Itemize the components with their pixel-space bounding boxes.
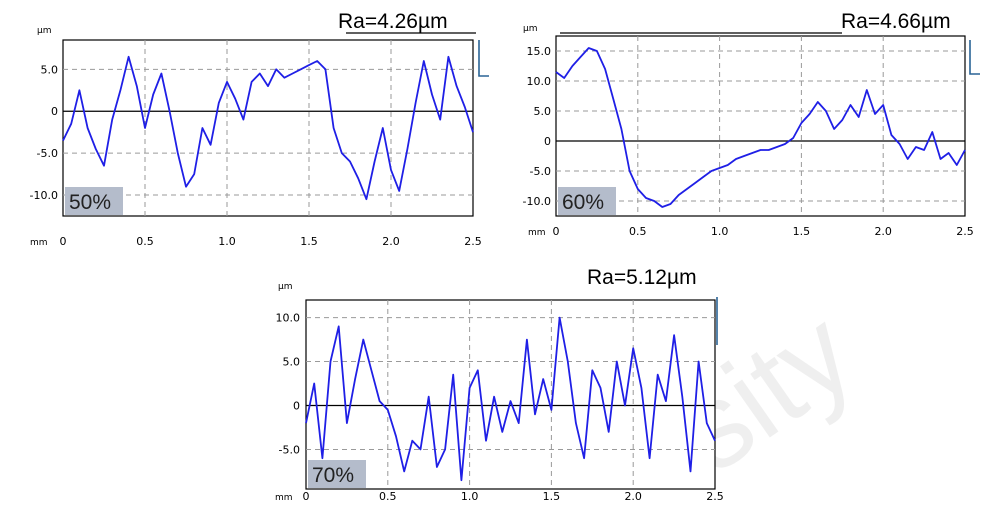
x-unit-label: mm (30, 238, 48, 248)
y-unit-label: µm (278, 282, 293, 292)
percent-label-box (308, 460, 366, 488)
y-tick-label: -10.0 (30, 189, 58, 202)
y-unit-label: µm (37, 26, 52, 36)
percent-label-box (65, 187, 123, 215)
y-tick-label: 0 (544, 135, 551, 148)
x-tick-label: 2.0 (874, 225, 892, 238)
x-tick-label: 1.5 (543, 490, 561, 503)
x-unit-label: mm (528, 228, 546, 238)
x-tick-label: 2.5 (706, 490, 724, 503)
y-tick-label: 5.0 (283, 356, 301, 369)
side-marker (969, 40, 980, 75)
profile-line (305, 316, 716, 482)
percent-label: 50% (69, 191, 111, 214)
x-tick-label: 2.0 (624, 490, 642, 503)
side-marker (478, 40, 489, 77)
x-unit-label: mm (275, 493, 293, 503)
ra-value-label: Ra=4.26µm (338, 10, 448, 33)
plot-frame (305, 299, 716, 490)
y-tick-label: 5.0 (41, 63, 59, 76)
x-tick-label: 0.5 (379, 490, 397, 503)
ra-value-label: Ra=4.66µm (841, 10, 951, 33)
y-tick-label: -5.0 (530, 165, 551, 178)
y-tick-label: 5.0 (534, 105, 552, 118)
profile-line (555, 47, 966, 208)
x-tick-label: 2.0 (382, 235, 400, 248)
y-tick-label: 15.0 (527, 45, 552, 58)
x-tick-label: 1.5 (300, 235, 318, 248)
x-tick-label: 0 (303, 490, 310, 503)
percent-label: 60% (562, 191, 604, 214)
x-tick-label: 0 (553, 225, 560, 238)
x-tick-label: 1.0 (711, 225, 729, 238)
x-tick-label: 1.0 (218, 235, 236, 248)
profile-chart-60: 15.0 10.0 5.0 0 -5.0 -10.0 0 0.5 1.0 1.5 2.0 2.5 µm m… (523, 10, 980, 238)
profile-line (62, 55, 474, 201)
y-tick-label: 0 (293, 399, 300, 412)
profile-chart-70: 10.0 5.0 0 -5.0 0 0.5 1.0 1.5 2.0 2.5 µm mm Ra=5.12µ… (275, 266, 724, 503)
y-tick-label: 10.0 (527, 75, 552, 88)
x-tick-label: 0.5 (136, 235, 154, 248)
x-tick-label: 2.5 (956, 225, 974, 238)
x-tick-label: 1.5 (793, 225, 811, 238)
y-tick-label: -5.0 (279, 443, 300, 456)
x-tick-label: 0 (60, 235, 67, 248)
y-tick-label: -5.0 (37, 147, 58, 160)
y-tick-label: -10.0 (523, 195, 551, 208)
ra-value-label: Ra=5.12µm (587, 266, 697, 289)
percent-label: 70% (312, 464, 354, 487)
y-unit-label: µm (523, 24, 538, 34)
y-tick-label: 0 (51, 105, 58, 118)
x-tick-label: 0.5 (629, 225, 647, 238)
x-tick-label: 2.5 (464, 235, 482, 248)
profile-chart-50: 5.0 0 -5.0 -10.0 0 0.5 1.0 1.5 2.0 2.5 µm mm Ra=4.26… (30, 10, 489, 248)
percent-label-box (558, 187, 616, 215)
y-tick-label: 10.0 (276, 312, 301, 325)
x-tick-label: 1.0 (461, 490, 479, 503)
plot-frame (555, 35, 966, 217)
